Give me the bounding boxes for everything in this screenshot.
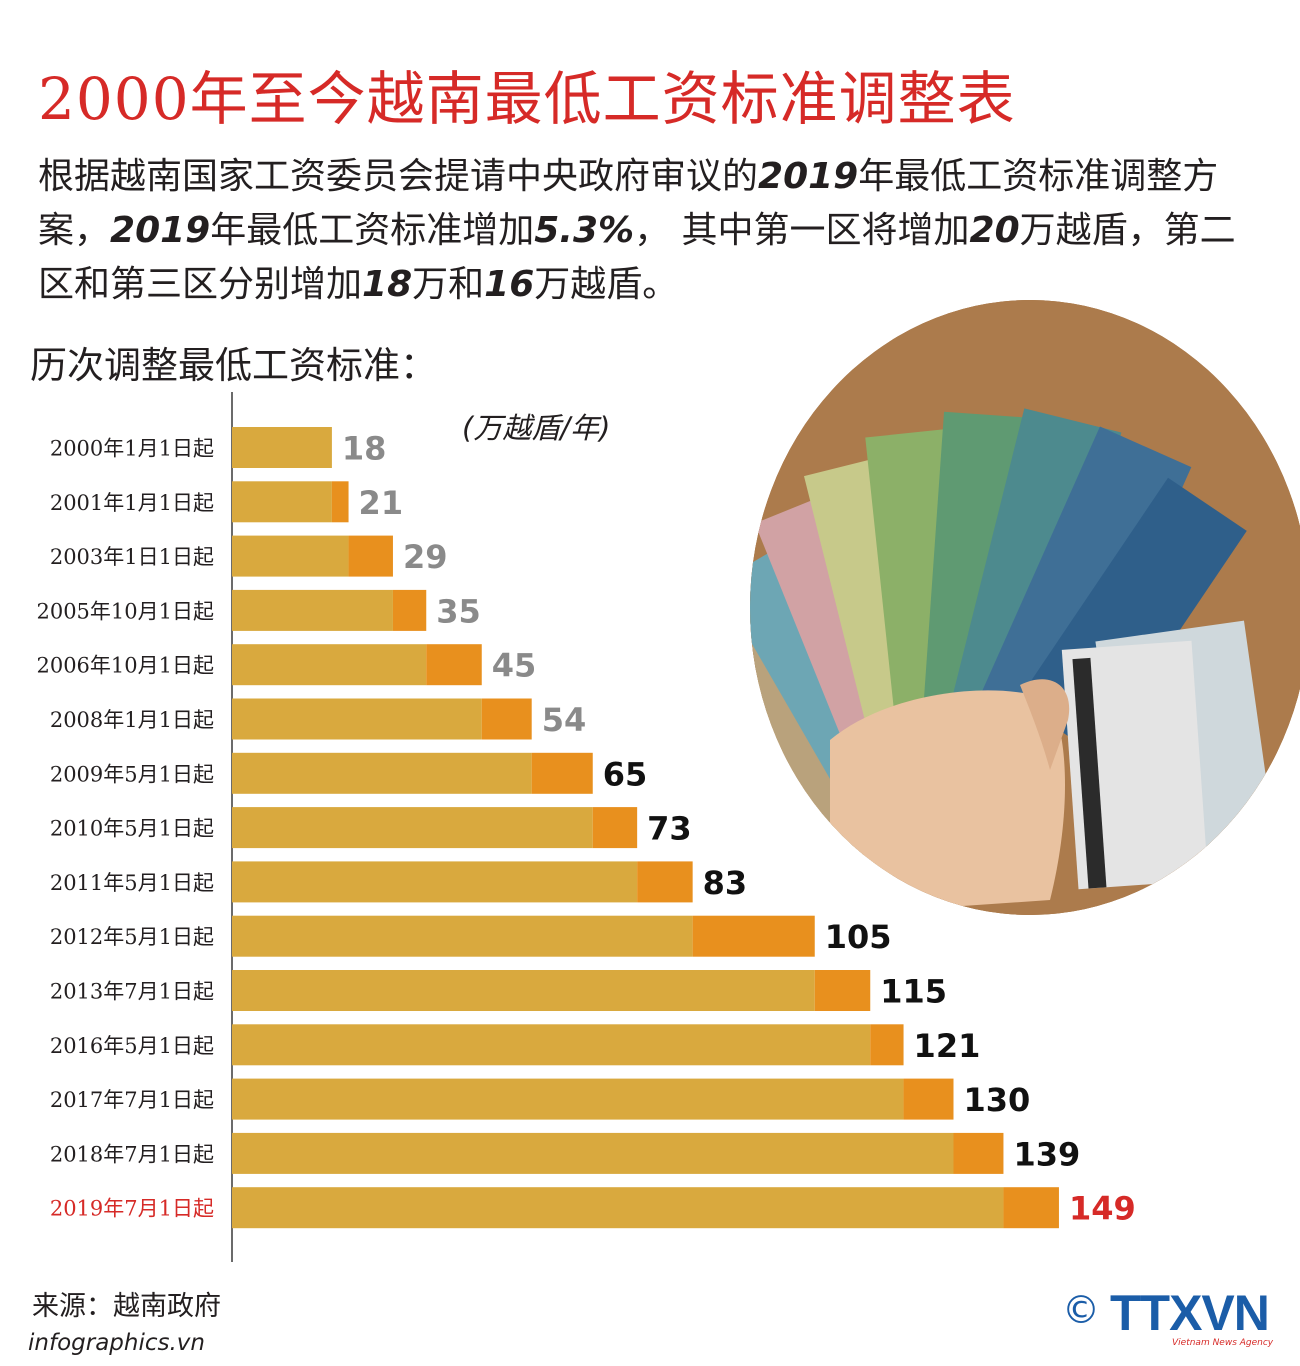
bar-value-label: 149 [1069, 1190, 1136, 1228]
bar-value-label: 54 [542, 701, 587, 739]
intro-segment: ， 其中第一区将增加 [634, 210, 970, 251]
bar-value-label: 65 [603, 755, 648, 793]
bar-group: 18 2000年1月1日起 21 2001年1月1日起 29 2003年1日1日起 35 20… [36, 427, 1136, 1229]
bar-value-label: 35 [436, 592, 481, 630]
bar-base [232, 915, 693, 957]
intro-segment: 2019 [110, 210, 211, 251]
bar-increase [903, 1078, 954, 1120]
chart-unit: (万越盾/年) [462, 411, 611, 445]
category-label: 2000年1月1日起 [50, 437, 214, 461]
bar-base [232, 1187, 1004, 1229]
banknotes-photo [750, 300, 1300, 915]
bar-increase [592, 807, 638, 849]
category-label: 2010年5月1日起 [50, 817, 214, 841]
agency-name: TTXVN [1110, 1285, 1270, 1341]
category-label: 2008年1月1日起 [50, 708, 214, 732]
bar-base [232, 535, 349, 577]
category-label: 2019年7月1日起 [50, 1197, 214, 1221]
category-label: 2006年10月1日起 [36, 654, 214, 678]
bar-increase [692, 915, 815, 957]
bar-base [232, 427, 332, 468]
bar-value-label: 130 [964, 1081, 1031, 1119]
category-label: 2012年5月1日起 [50, 925, 214, 949]
bar-increase [392, 589, 427, 631]
chart-title: 历次调整最低工资标准： [30, 344, 437, 387]
intro-segment: 根据越南国家工资委员会提请中央政府审议的 [38, 156, 759, 197]
category-label: 2005年10月1日起 [36, 599, 214, 623]
category-label: 2013年7月1日起 [50, 980, 214, 1004]
category-label: 2009年5月1日起 [50, 762, 214, 786]
intro-segment: 18 [362, 264, 413, 305]
bar-increase [1003, 1187, 1059, 1229]
bar-value-label: 18 [342, 430, 387, 468]
bar-value-label: 29 [403, 538, 448, 576]
category-label: 2018年7月1日起 [50, 1142, 214, 1166]
bar-increase [426, 644, 482, 686]
bar-base [232, 861, 638, 903]
intro-segment: 万越盾，第二区和第三区分别增加 [38, 210, 1236, 305]
site-link[interactable]: infographics.vn [28, 1330, 205, 1356]
intro-paragraph: 根据越南国家工资委员会提请中央政府审议的2019年最低工资标准调整方案，2019… [38, 150, 1268, 312]
intro-segment: 万和 [412, 264, 485, 305]
category-label: 2001年1月1日起 [50, 491, 214, 515]
bar-base [232, 644, 427, 686]
agency-logo: © TTXVN Vietnam News Agency [1062, 1285, 1282, 1356]
bar-base [232, 970, 815, 1011]
bar-value-label: 21 [359, 484, 404, 522]
intro-segment: 20 [969, 210, 1020, 251]
category-label: 2017年7月1日起 [50, 1088, 214, 1112]
banknotes-photo-icon [750, 300, 1300, 915]
bar-value-label: 73 [647, 810, 692, 848]
bar-value-label: 139 [1013, 1135, 1080, 1173]
bar-base [232, 752, 532, 794]
intro-segment: 年最低工资标准调整方案， [38, 156, 1219, 251]
agency-tagline: Vietnam News Agency [1172, 1338, 1274, 1348]
category-label: 2003年1日1日起 [50, 545, 214, 569]
bar-increase [331, 481, 349, 523]
category-label: 2016年5月1日起 [50, 1034, 214, 1058]
bar-base [232, 1078, 904, 1120]
bar-value-label: 115 [880, 973, 947, 1011]
bar-increase [870, 1024, 904, 1066]
bar-base [232, 481, 332, 523]
intro-segment: 年最低工资标准增加 [210, 210, 535, 251]
bar-value-label: 121 [914, 1027, 981, 1065]
intro-segment: 2019 [758, 156, 859, 197]
bar-value-label: 45 [492, 647, 537, 685]
category-label: 2011年5月1日起 [50, 871, 214, 895]
intro-segment: 16 [484, 264, 535, 305]
bar-base [232, 1132, 954, 1174]
bar-increase [953, 1132, 1004, 1174]
bar-increase [348, 535, 393, 577]
bar-value-label: 105 [825, 918, 892, 956]
bar-base [232, 698, 482, 740]
bar-base [232, 1024, 871, 1066]
bar-base [232, 807, 593, 849]
bar-increase [637, 861, 693, 903]
intro-segment: 5.3% [534, 210, 635, 251]
bar-increase [814, 970, 871, 1011]
source-note: 来源：越南政府 [32, 1291, 221, 1322]
page-title: 2000年至今越南最低工资标准调整表 [38, 65, 1016, 133]
bar-increase [481, 698, 532, 740]
bar-increase [531, 752, 593, 794]
bar-value-label: 83 [703, 864, 748, 902]
copyright-icon: © [1062, 1288, 1100, 1332]
intro-segment: 万越盾。 [534, 264, 679, 305]
bar-base [232, 589, 393, 631]
